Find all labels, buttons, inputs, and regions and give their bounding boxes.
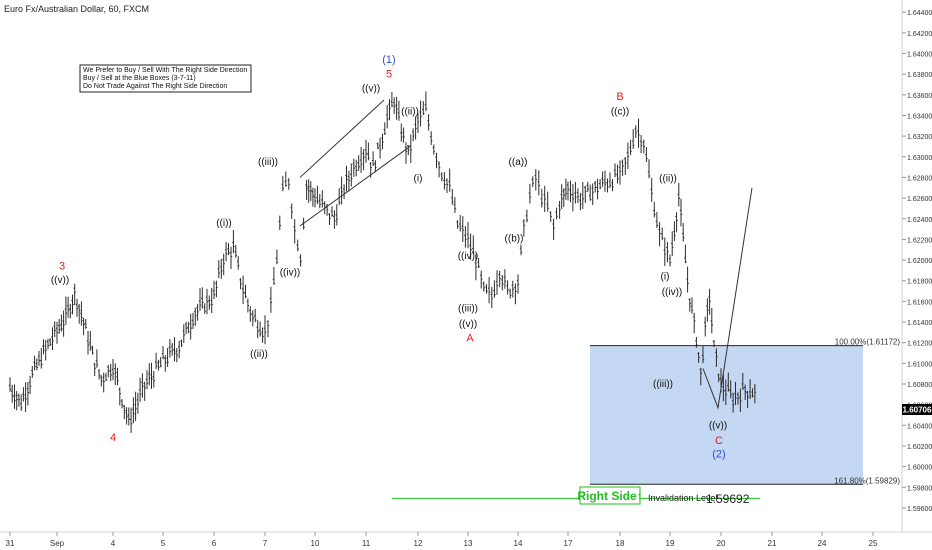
current-price-badge (902, 404, 932, 415)
y-tick-label: 1.62200 (907, 237, 932, 244)
y-tick-label: 1.62600 (907, 196, 932, 203)
y-tick-label: 1.63400 (907, 113, 932, 120)
x-tick-label: 31 (6, 539, 15, 548)
wave-label: ((iii)) (458, 304, 478, 315)
x-tick-label: 5 (161, 539, 166, 548)
wave-label: ((v)) (51, 275, 69, 286)
wave-label: ((a)) (509, 157, 528, 168)
y-tick-label: 1.60000 (907, 465, 932, 472)
x-tick-label: 10 (311, 539, 320, 548)
y-tick-label: 1.63000 (907, 155, 932, 162)
x-tick-label: 21 (768, 539, 777, 548)
wave-label: ((v)) (459, 319, 477, 330)
note-line-2: Buy / Sell at the Blue Boxes (3-7-11) (83, 75, 196, 82)
x-tick-label: 6 (212, 539, 217, 548)
y-tick-label: 1.61200 (907, 341, 932, 348)
diagonal-upper-line (299, 99, 385, 178)
candlestick-series (8, 91, 757, 433)
y-tick-label: 1.60200 (907, 444, 932, 451)
y-axis-ticks: 1.64400 1.64200 1.64000 1.63800 1.63600 1.634… (902, 10, 932, 513)
x-tick-label: 18 (616, 539, 625, 548)
wave-label: ((iii)) (653, 379, 673, 390)
x-tick-label: 12 (414, 539, 423, 548)
x-axis-ticks: 31 Sep 4 5 6 7 10 11 12 13 14 17 18 19 20 21 24 25 (6, 532, 878, 548)
y-tick-label: 1.62400 (907, 217, 932, 224)
x-tick-label: 19 (666, 539, 675, 548)
y-tick-label: 1.61400 (907, 320, 932, 327)
chart-title: Euro Fx/Australian Dollar, 60, FXCM (4, 4, 149, 14)
x-tick-label: 17 (564, 539, 573, 548)
blue-box-buy-zone (590, 345, 863, 485)
fib-161-label: 161.80%(1.59829) (834, 476, 900, 485)
fib-100-label: 100.00%(1.61172) (835, 338, 901, 347)
wave-label: (2) (712, 448, 725, 460)
y-tick-label: 1.59600 (907, 506, 932, 513)
wave-label: ((v)) (362, 84, 380, 95)
current-price-value: 1.60706 (903, 406, 932, 415)
wave-label: 5 (386, 68, 392, 80)
wave-label: 3 (59, 260, 65, 272)
wave-label: A (466, 333, 474, 345)
y-tick-label: 1.61000 (907, 361, 932, 368)
y-tick-label: 1.64400 (907, 10, 932, 17)
y-tick-label: 1.62800 (907, 175, 932, 182)
y-tick-label: 1.64000 (907, 52, 932, 59)
wave-label: ((v)) (709, 420, 727, 431)
x-tick-label: 7 (263, 539, 268, 548)
wave-label: ((b)) (505, 233, 524, 244)
note-line-3: Do Not Trade Against The Right Side Dire… (83, 83, 227, 90)
wave-label: ((iv)) (280, 268, 301, 279)
x-tick-label: 11 (362, 539, 371, 548)
note-box (79, 64, 252, 93)
wave-label: (i) (414, 174, 423, 185)
wave-label: ((i)) (216, 218, 232, 229)
x-tick-label: 25 (869, 539, 878, 548)
wave-label: (i) (661, 272, 670, 283)
right-side-label: Right Side↑ (577, 489, 642, 503)
x-tick-label: 14 (514, 539, 523, 548)
y-tick-label: 1.60400 (907, 423, 932, 430)
y-tick-label: 1.63600 (907, 93, 932, 100)
invalidation-label: Invalidation Level (648, 493, 718, 503)
right-side-badge (579, 486, 641, 505)
x-tick-label: 4 (111, 539, 116, 548)
wave-label: ((c)) (611, 106, 629, 117)
x-tick-label: 13 (464, 539, 473, 548)
x-tick-label: 20 (717, 539, 726, 548)
y-tick-label: 1.64200 (907, 31, 932, 38)
wave-label: C (715, 435, 723, 447)
wave-label: ((ii)) (401, 106, 419, 117)
y-tick-label: 1.61800 (907, 279, 932, 286)
wave-label: B (616, 91, 623, 103)
diagonal-lower-line (299, 146, 411, 227)
wave-label: 4 (110, 432, 116, 444)
x-tick-label: Sep (50, 539, 65, 548)
y-tick-label: 1.63200 (907, 134, 932, 141)
wave-label: ((iii)) (258, 157, 278, 168)
note-line-1: We Prefer to Buy / Sell With The Right S… (83, 67, 247, 74)
y-tick-label: 1.62000 (907, 258, 932, 265)
projection-line (702, 187, 753, 410)
ending-diagonal (299, 99, 411, 227)
x-tick-label: 24 (818, 539, 827, 548)
wave-label: ((ii)) (659, 174, 677, 185)
wave-labels: 3 ((v)) 4 ((i)) ((ii)) ((iii)) ((iv)) (1) 5 ((v))… (51, 54, 727, 461)
wave-label: ((iv)) (458, 251, 479, 262)
invalidation-value: 1.59692 (706, 492, 750, 506)
y-tick-label: 1.59800 (907, 485, 932, 492)
y-tick-label: 1.60800 (907, 382, 932, 389)
wave-label: ((ii)) (250, 349, 268, 360)
wave-label: ((iv)) (662, 287, 683, 298)
y-tick-label: 1.63800 (907, 72, 932, 79)
y-tick-label: 1.61600 (907, 299, 932, 306)
wave-label: (1) (382, 54, 395, 66)
